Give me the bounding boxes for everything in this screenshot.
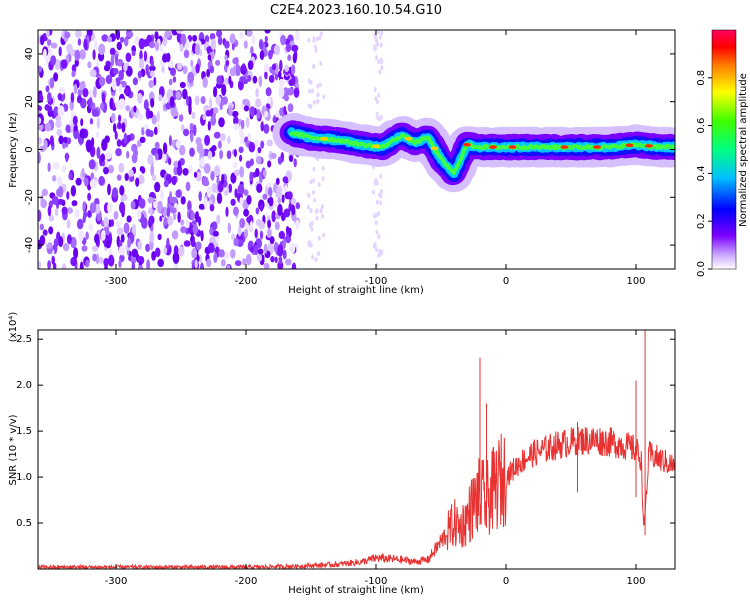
- colorbar-tick-label: 0.2: [696, 213, 707, 229]
- spectrogram-hotspot: [560, 145, 569, 149]
- x-tick-label: -100: [365, 576, 388, 587]
- spectrogram-hotspot: [430, 146, 439, 151]
- y-tick-label: 2.0: [16, 380, 32, 391]
- x-tick-label: -300: [105, 576, 128, 587]
- colorbar-tick-label: 0.6: [696, 118, 707, 134]
- y-tick-label: 1.5: [16, 426, 32, 437]
- y-tick-label: -20: [24, 189, 35, 205]
- x-tick-label: -200: [235, 576, 258, 587]
- y-tick-label: 40: [24, 48, 35, 61]
- x-tick-label: 0: [503, 576, 509, 587]
- y-tick-label: 0.5: [16, 518, 32, 529]
- x-tick-label: -100: [365, 276, 388, 287]
- chart-title: C2E4.2023.160.10.54.G10: [270, 3, 442, 18]
- snr-frame: [37, 329, 676, 570]
- y-tick-label: 20: [24, 95, 35, 108]
- snr-y-label: SNR (10 * v/v): [8, 414, 19, 485]
- colorbar-tick-label: 0.0: [696, 261, 707, 277]
- spectrogram-hotspot: [625, 143, 634, 148]
- spectrogram-hotspot: [463, 142, 471, 147]
- colorbar-gradient: [711, 29, 737, 270]
- colorbar-label: Normalized spectral amplitude: [738, 73, 749, 227]
- spectrogram-hotspot: [645, 144, 653, 148]
- spectrogram-hotspot: [372, 144, 380, 149]
- colorbar-tick-label: 0.4: [696, 165, 707, 181]
- spectrogram-ridge-band: [289, 131, 675, 175]
- colorbar: 0.0 0.2 0.4 0.6 0.8 Normalized spectral ampl…: [696, 29, 749, 277]
- x-tick-label: 100: [626, 576, 645, 587]
- x-tick-label: -200: [235, 276, 258, 287]
- x-tick-label: 100: [626, 276, 645, 287]
- y-tick-label: 2.5: [16, 334, 32, 345]
- spectrogram-hotspot: [320, 136, 328, 141]
- snr-panel: -300 -200 -100 0 100 0.5 1.0 1.5 2.0 2.5 Height …: [8, 312, 676, 596]
- y-tick-label: 1.0: [16, 472, 32, 483]
- spectrogram-noise: [38, 30, 384, 269]
- spectrogram-hotspot: [508, 145, 517, 149]
- y-tick-label: 0: [24, 146, 35, 152]
- snr-x-label: Height of straight line (km): [288, 585, 424, 596]
- x-tick-label: 0: [503, 276, 509, 287]
- snr-y-multiplier: (x10⁴): [8, 312, 19, 343]
- spectrogram-y-label: Frequency (Hz): [8, 112, 19, 188]
- colorbar-tick-label: 0.8: [696, 70, 707, 86]
- spectrogram-hotspot: [404, 136, 413, 141]
- snr-background: [38, 330, 675, 569]
- snr-series-line: [38, 426, 675, 569]
- spectrogram-hotspot: [593, 145, 601, 149]
- spectrogram-x-label: Height of straight line (km): [288, 285, 424, 296]
- y-tick-label: -40: [24, 237, 35, 253]
- x-tick-label: -300: [105, 276, 128, 287]
- spectrogram-hotspot: [489, 145, 497, 149]
